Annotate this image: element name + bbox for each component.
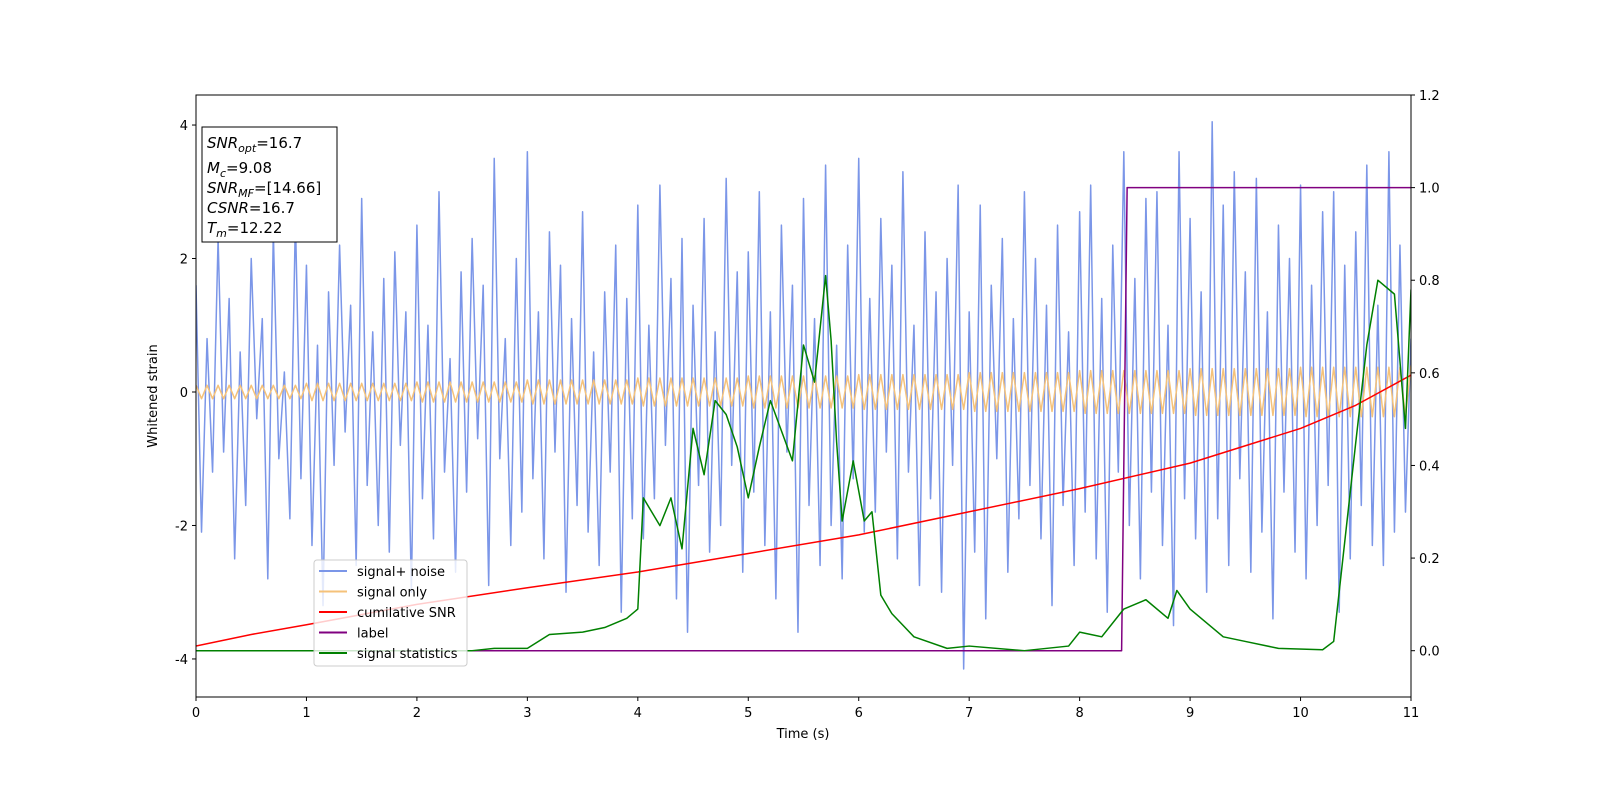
annotation-value: =16.7 [249,199,295,217]
annotation-subscript: opt [238,142,257,155]
series-line [196,274,1411,652]
series-line [196,186,1411,652]
legend-label: cumilative SNR [357,606,456,621]
annotation-symbol: T [207,219,218,237]
x-tick-label: 8 [1075,706,1083,721]
x-tick-label: 3 [523,706,531,721]
x-tick-label: 1 [302,706,310,721]
y-tick-label: 4 [180,119,188,134]
annotation-line: Mc=9.08 [207,159,272,180]
x-tick-label: 5 [744,706,752,721]
legend-label: signal+ noise [357,565,445,580]
y2-tick-label: 1.0 [1419,182,1440,197]
annotation-symbol: M [207,159,220,177]
x-tick-label: 2 [413,706,421,721]
x-tick-label: 4 [634,706,642,721]
annotation-value: =16.7 [256,134,302,152]
y2-tick-label: 0.6 [1419,367,1440,382]
series-line [196,365,1411,418]
annotation-symbol: SNR [207,179,238,197]
y2-tick-label: 0.8 [1419,274,1440,289]
annotation-value: =9.08 [226,159,272,177]
x-tick-label: 0 [192,706,200,721]
axes-frame [195,94,1412,698]
annotation-line: SNRMF=[14.66] [207,179,321,200]
x-axis-label: Time (s) [776,727,830,742]
annotation-frame [201,126,338,243]
legend-label: signal statistics [357,647,458,662]
y2-tick-label: 0.2 [1419,552,1440,567]
legend-frame [313,559,468,667]
y-tick-label: 0 [180,386,188,401]
series-line [196,120,1411,670]
y-tick-label: 2 [180,253,188,268]
annotation-box: SNRopt=16.7Mc=9.08SNRMF=[14.66]CSNR=16.7… [201,126,338,243]
annotation-line: CSNR=16.7 [207,199,295,217]
x-tick-label: 6 [855,706,863,721]
annotation-subscript: c [220,167,226,180]
legend: signal+ noise signal only cumilative SNR la… [313,559,468,667]
y2-tick-label: 0.0 [1419,645,1440,660]
annotation-symbol: SNR [207,134,238,152]
legend-label: label [357,627,388,642]
x-tick-label: 10 [1292,706,1309,721]
annotation-subscript: MF [238,187,254,200]
annotation-value: =12.22 [227,219,283,237]
annotation-line: SNRopt=16.7 [207,134,302,155]
y2-tick-label: 0.4 [1419,459,1440,474]
x-tick-label: 7 [965,706,973,721]
annotation-line: Tm=12.22 [207,219,282,240]
y-tick-label: -4 [175,653,188,668]
y-axis-label: Whitened strain [146,344,161,447]
annotation-value: =[14.66] [254,179,321,197]
annotation-symbol: CSNR [207,199,249,217]
y-tick-label: -2 [175,519,188,534]
y2-tick-label: 1.2 [1419,89,1440,104]
x-tick-label: 9 [1186,706,1194,721]
legend-label: signal only [357,586,427,601]
x-tick-label: 11 [1403,706,1420,721]
annotation-subscript: m [216,227,227,240]
